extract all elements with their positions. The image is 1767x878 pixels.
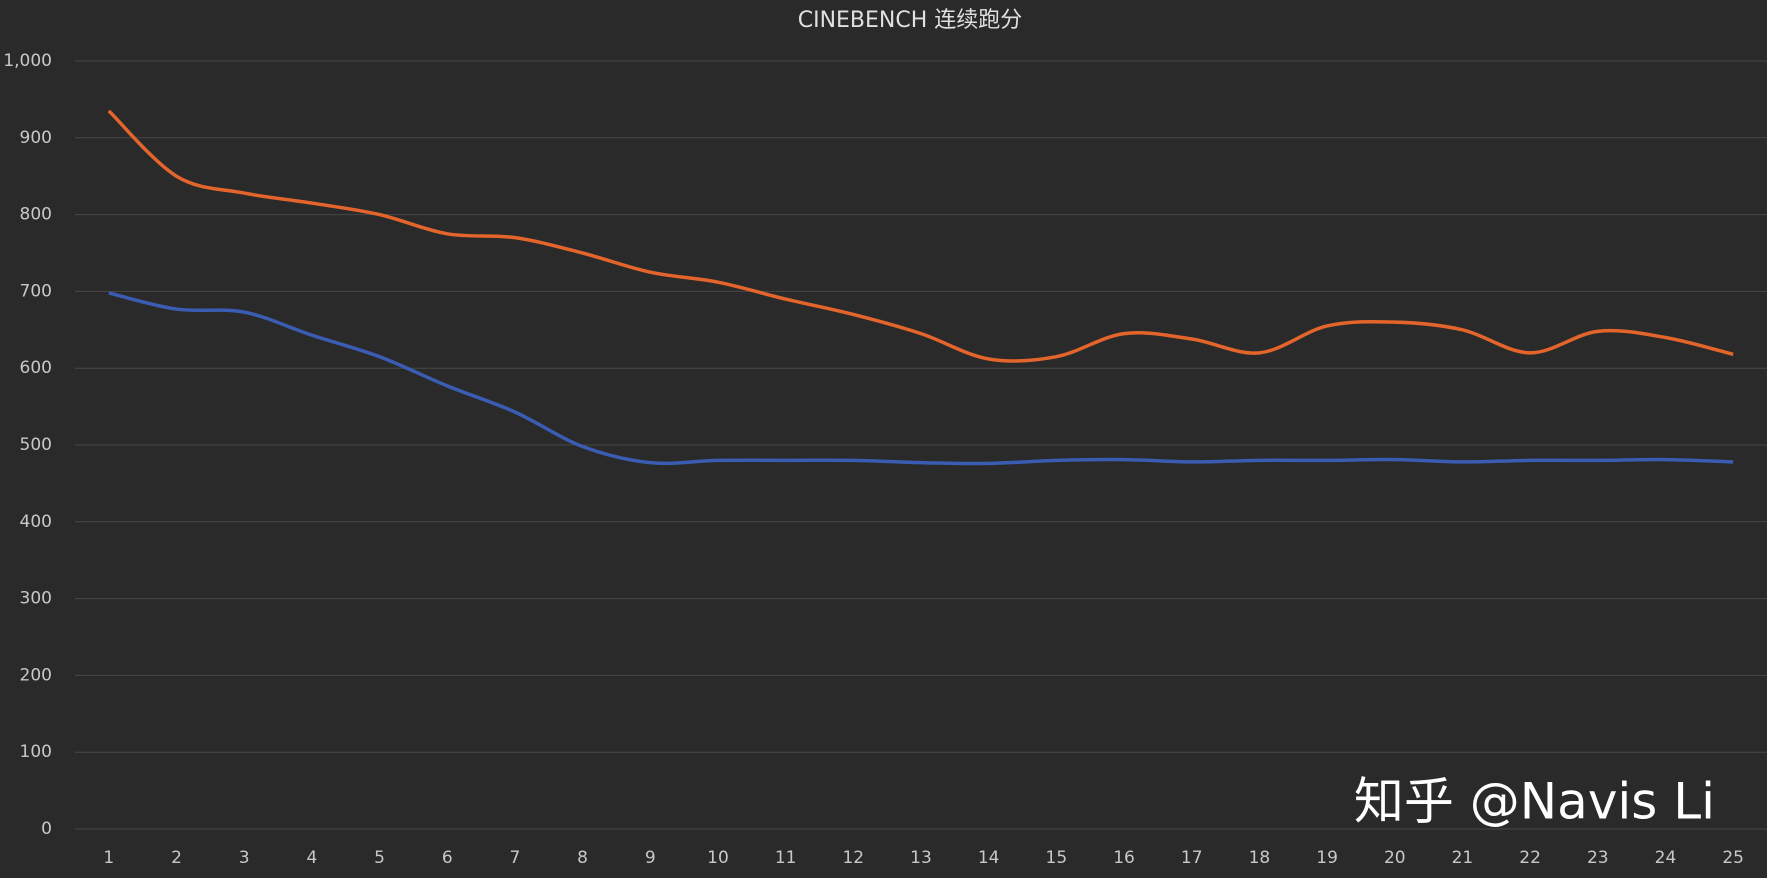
x-tick-label: 10	[707, 848, 729, 868]
watermark: 知乎 @Navis Li	[1354, 773, 1715, 831]
x-tick-label: 12	[842, 848, 864, 868]
x-tick-label: 8	[577, 848, 588, 868]
x-tick-label: 2	[171, 848, 182, 868]
y-tick-label: 1,000	[3, 51, 52, 71]
x-tick-label: 24	[1655, 848, 1677, 868]
x-tick-label: 3	[239, 848, 250, 868]
y-tick-label: 500	[20, 435, 52, 455]
x-tick-label: 17	[1181, 848, 1203, 868]
y-tick-label: 800	[20, 205, 52, 225]
x-tick-label: 7	[510, 848, 521, 868]
x-tick-label: 18	[1249, 848, 1271, 868]
x-tick-label: 20	[1384, 848, 1406, 868]
line-series	[107, 109, 1734, 363]
chart-title: CINEBENCH 连续跑分	[798, 8, 1023, 33]
x-tick-label: 16	[1113, 848, 1135, 868]
y-tick-label: 200	[20, 665, 52, 685]
x-tick-label: 15	[1046, 848, 1068, 868]
y-tick-label: 300	[20, 589, 52, 609]
y-tick-label: 100	[20, 742, 52, 762]
x-tick-label: 21	[1452, 848, 1474, 868]
x-tick-label: 25	[1722, 848, 1744, 868]
x-tick-label: 14	[978, 848, 1000, 868]
y-tick-label: 700	[20, 281, 52, 301]
x-tick-label: 13	[910, 848, 932, 868]
y-tick-label: 600	[20, 358, 52, 378]
x-tick-label: 4	[306, 848, 317, 868]
x-tick-label: 11	[775, 848, 797, 868]
y-tick-label: 900	[20, 128, 52, 148]
x-tick-label: 5	[374, 848, 385, 868]
x-tick-label: 22	[1519, 848, 1541, 868]
x-tick-label: 1	[103, 848, 114, 868]
x-tick-label: 6	[442, 848, 453, 868]
x-tick-label: 19	[1316, 848, 1338, 868]
y-tick-label: 400	[20, 512, 52, 532]
x-tick-label: 23	[1587, 848, 1609, 868]
y-tick-label: 0	[41, 819, 52, 839]
line-series	[108, 291, 1734, 466]
x-tick-label: 9	[645, 848, 656, 868]
